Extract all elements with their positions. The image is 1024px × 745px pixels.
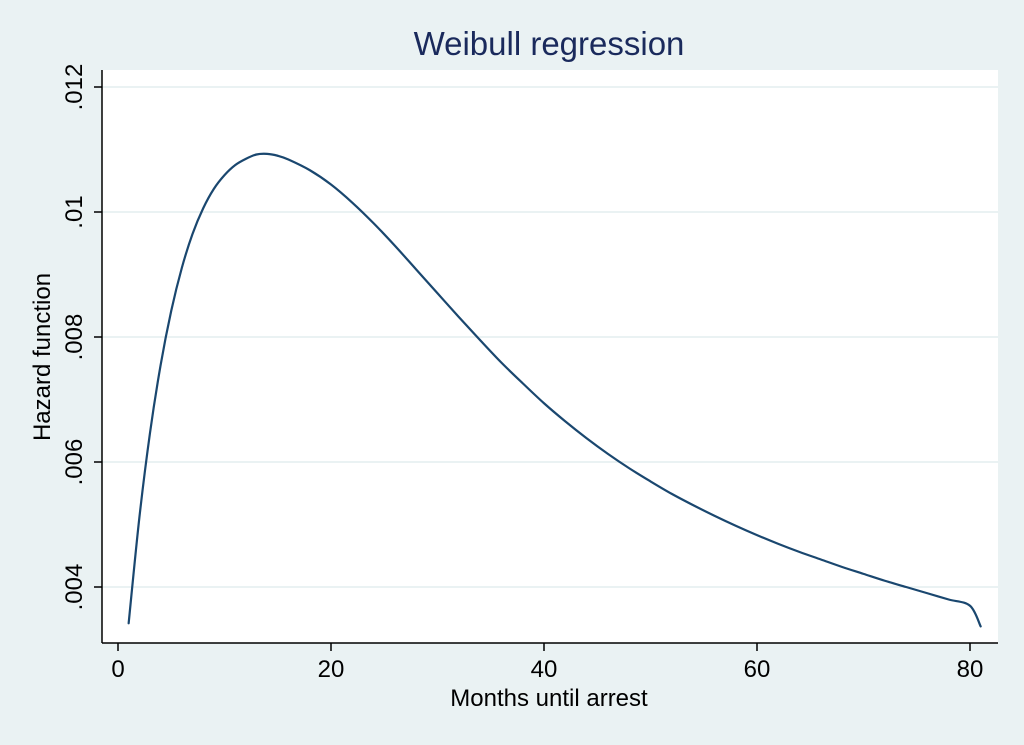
x-tick-label: 20 [318,656,345,683]
plot-area [102,70,998,643]
y-tick-label: .008 [61,314,88,361]
axes [94,70,998,651]
tick-labels: .004 .006 .008 .01 .012 0 20 40 60 80 [61,64,983,683]
y-axis-title: Hazard function [29,273,56,441]
x-tick-label: 60 [744,656,771,683]
hazard-function-line [127,152,982,628]
x-tick-label: 80 [957,656,984,683]
y-tick-label: .012 [61,64,88,111]
series-layer [127,152,982,628]
y-tick-label: .006 [61,439,88,486]
x-axis-title: Months until arrest [450,685,648,712]
y-tick-label: .01 [61,195,88,228]
gridlines [102,86,998,588]
x-tick-label: 40 [531,656,558,683]
y-tick-label: .004 [61,564,88,611]
x-tick-label: 0 [111,656,124,683]
chart-title: Weibull regression [414,25,685,62]
